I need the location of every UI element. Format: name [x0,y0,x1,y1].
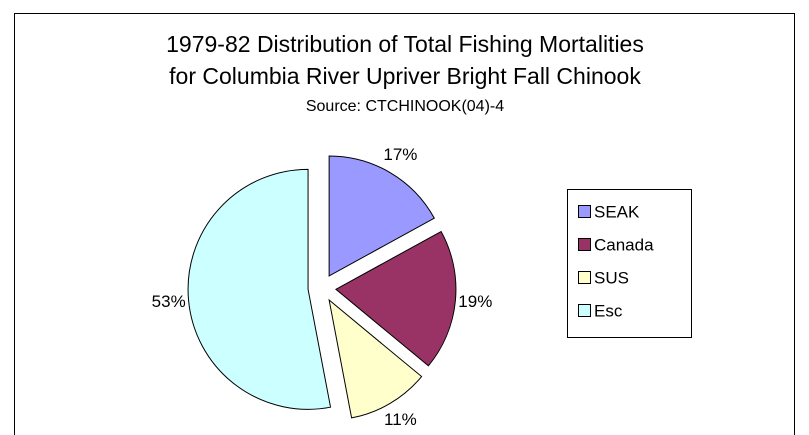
legend-swatch [578,238,591,251]
pie-slice [335,230,457,367]
legend-swatch [578,304,591,317]
pie-slice [328,155,435,277]
chart-title: 1979-82 Distribution of Total Fishing Mo… [166,31,644,57]
data-label: 19% [458,292,492,311]
legend-swatch [578,205,591,218]
data-label: 17% [383,145,417,164]
legend-label: Canada [594,235,654,254]
legend-label: Esc [594,301,623,320]
pie-slice [187,168,332,410]
chart-title: for Columbia River Upriver Bright Fall C… [169,63,641,89]
legend-label: SUS [594,268,629,287]
pie-slice [328,298,423,419]
data-label: 11% [384,410,417,429]
chart-subtitle: Source: CTCHINOOK(04)-4 [306,98,504,115]
legend-label: SEAK [594,202,640,221]
data-label: 53% [152,292,186,311]
legend-swatch [578,271,591,284]
